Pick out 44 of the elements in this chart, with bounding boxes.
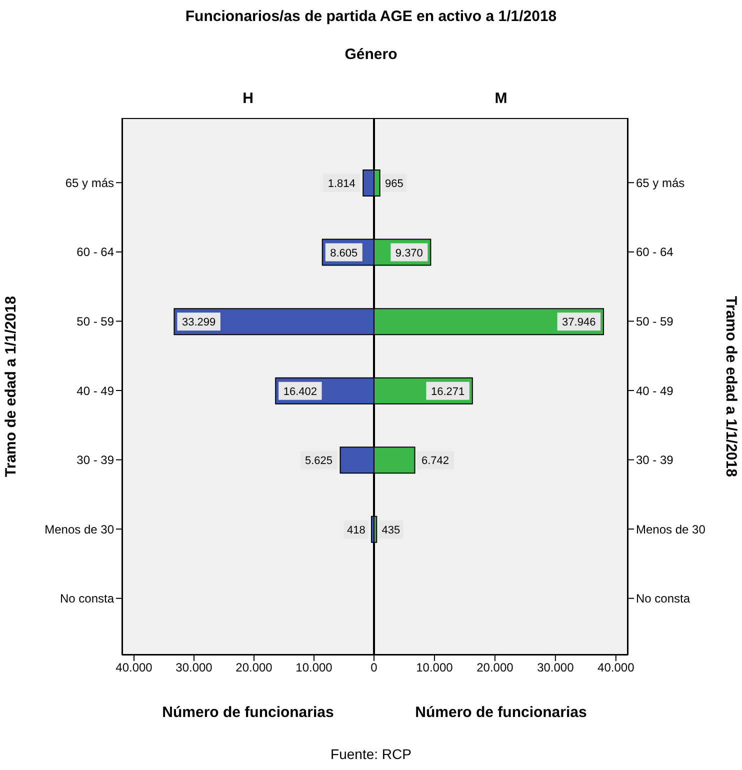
data-label: 418 bbox=[347, 524, 366, 536]
x-tick-label: 10.000 bbox=[296, 660, 333, 675]
data-label: 9.370 bbox=[395, 247, 423, 260]
y-axis-title: Tramo de edad a 1/1/2018 bbox=[722, 296, 740, 477]
y-tick-label: 30 - 39 bbox=[636, 453, 674, 468]
data-label: 5.625 bbox=[304, 455, 333, 468]
data-label: 37.946 bbox=[562, 316, 596, 329]
x-tick-label: 30.000 bbox=[176, 660, 213, 675]
y-tick-label: No consta bbox=[60, 592, 114, 606]
y-tick-label: 40 - 49 bbox=[636, 384, 674, 398]
y-tick-label: 60 - 64 bbox=[636, 245, 674, 260]
x-tick-label: 10.000 bbox=[416, 660, 454, 675]
y-tick-label: No consta bbox=[636, 592, 690, 606]
x-tick-label: 20.000 bbox=[476, 660, 514, 675]
data-label: 8.605 bbox=[330, 247, 358, 260]
x-axis-title: Número de funcionarias bbox=[162, 704, 334, 721]
data-label: 16.402 bbox=[283, 386, 318, 398]
data-label: 16.271 bbox=[430, 386, 465, 398]
source-note: Fuente: RCP bbox=[330, 746, 412, 762]
text: H bbox=[242, 90, 254, 107]
x-tick-label: 40.000 bbox=[116, 660, 153, 675]
data-label: 6.742 bbox=[422, 455, 450, 468]
data-label: 1.814 bbox=[328, 178, 356, 190]
y-tick-label: 60 - 64 bbox=[76, 245, 114, 260]
x-tick-label: 40.000 bbox=[598, 660, 635, 675]
x-tick-label: 20.000 bbox=[236, 660, 273, 675]
y-tick-label: 50 - 59 bbox=[76, 314, 114, 328]
y-axis-title: Tramo de edad a 1/1/2018 bbox=[2, 296, 20, 477]
y-tick-label: 40 - 49 bbox=[76, 384, 114, 398]
x-tick-label: 0 bbox=[370, 660, 378, 675]
x-tick-label: 30.000 bbox=[537, 660, 574, 675]
y-tick-label: 50 - 59 bbox=[636, 314, 674, 328]
x-axis-title: Número de funcionarias bbox=[415, 704, 587, 721]
text: M bbox=[494, 90, 508, 107]
y-tick-label: 65 y más bbox=[65, 176, 114, 190]
y-tick-label: Menos de 30 bbox=[44, 522, 114, 536]
chart-title: Funcionarios/as de partida AGE en activo a 1/1/2018 bbox=[184, 8, 558, 25]
data-label: 435 bbox=[382, 524, 400, 536]
data-label: 965 bbox=[384, 178, 404, 190]
y-tick-label: 30 - 39 bbox=[76, 453, 114, 468]
y-tick-label: Menos de 30 bbox=[636, 522, 706, 536]
data-label: 33.299 bbox=[182, 316, 216, 329]
y-tick-label: 65 y más bbox=[636, 176, 685, 190]
chart-subtitle: Género bbox=[344, 46, 398, 63]
